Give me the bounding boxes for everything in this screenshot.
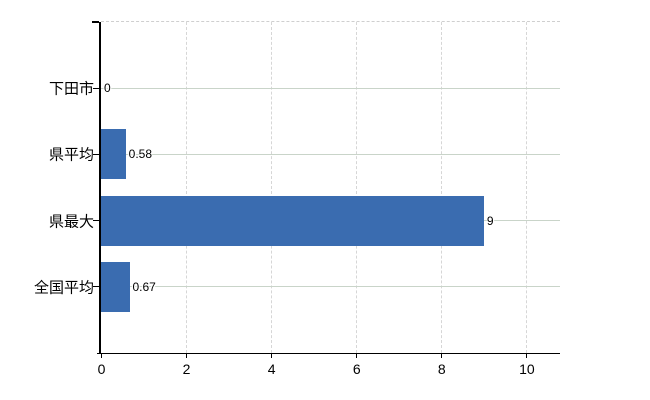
x-axis-tick xyxy=(101,354,102,358)
x-tick-label: 10 xyxy=(519,361,535,377)
y-axis-label: 全国平均 xyxy=(33,279,94,297)
x-tick-label: 6 xyxy=(352,361,361,377)
bar xyxy=(101,261,130,312)
y-axis-tick xyxy=(93,87,99,89)
y-axis-end-tick xyxy=(92,21,99,23)
y-axis-label: 下田市 xyxy=(48,80,94,98)
x-tick-label: 8 xyxy=(437,361,446,377)
bar xyxy=(101,195,484,246)
gridline-vertical xyxy=(270,22,272,353)
gridline-horizontal xyxy=(101,286,560,288)
plot-top-border xyxy=(101,21,560,22)
y-axis-line xyxy=(99,22,101,353)
y-axis-tick xyxy=(93,286,99,288)
plot-area: 0 2 4 6 8 10 下田市 0 県平均 0.58 県最大 9 全国平均 0.67 xyxy=(34,21,560,377)
gridline-vertical xyxy=(355,22,357,353)
bar-value-label: 9 xyxy=(486,213,494,228)
x-axis-tick xyxy=(186,354,188,358)
y-axis-label: 県最大 xyxy=(48,213,94,231)
x-tick-label: 0 xyxy=(97,361,106,377)
y-axis-tick xyxy=(93,153,99,155)
bar-value-label: 0.67 xyxy=(132,279,156,294)
gridline-vertical xyxy=(440,22,442,353)
bar-value-label: 0.58 xyxy=(128,147,153,162)
gridline-horizontal xyxy=(101,87,560,89)
gridline-horizontal xyxy=(101,153,560,155)
bar-value-label: 0 xyxy=(104,81,111,96)
y-axis-label: 県平均 xyxy=(48,146,94,164)
x-axis-tick xyxy=(271,354,273,358)
x-tick-label: 4 xyxy=(267,361,276,377)
x-axis-line xyxy=(97,353,560,354)
bar xyxy=(101,129,126,180)
gridline-vertical xyxy=(525,22,527,353)
gridline-vertical xyxy=(185,22,187,353)
x-axis-tick xyxy=(356,354,358,358)
y-axis-tick xyxy=(93,220,99,222)
x-axis-tick xyxy=(526,354,528,358)
x-tick-label: 2 xyxy=(182,361,191,377)
x-axis-tick xyxy=(441,354,443,358)
